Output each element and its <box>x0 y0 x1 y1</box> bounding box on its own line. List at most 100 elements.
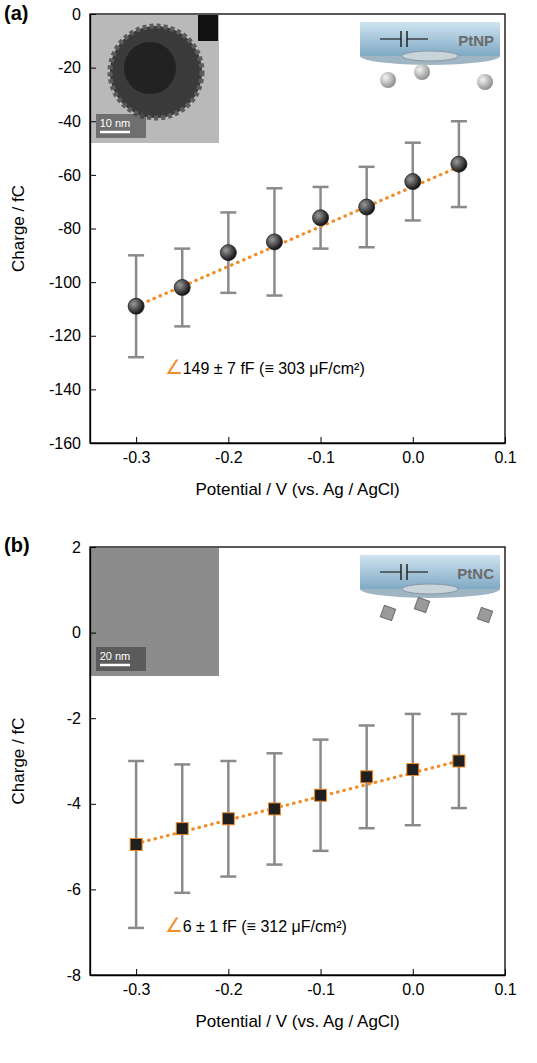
error-bar-cap <box>313 738 329 741</box>
x-tick-label: 0.0 <box>402 981 424 998</box>
data-point <box>176 823 188 835</box>
cube-icon <box>414 597 429 612</box>
capacitor-plate <box>400 564 402 580</box>
error-bar-cap <box>220 875 236 878</box>
data-point <box>222 813 234 825</box>
y-tick-mark <box>90 889 96 890</box>
capacitor-plate <box>406 564 408 580</box>
electrode-schematic <box>360 22 500 90</box>
error-bar <box>220 212 236 292</box>
y-tick-mark <box>90 547 96 548</box>
y-tick: -140 <box>49 381 96 398</box>
plot-marks <box>128 714 467 928</box>
error-bar-cap <box>359 827 375 830</box>
error-bar <box>313 187 329 249</box>
x-tick: 0.1 <box>494 969 516 998</box>
error-bar-cap <box>266 187 282 190</box>
annotation: ∠6 ± 1 fF (≡ 312 μF/cm²) <box>165 914 347 936</box>
error-bar-cap <box>174 325 190 328</box>
error-bar <box>405 143 421 221</box>
capacitor-plate <box>400 31 402 47</box>
y-tick-label: -140 <box>49 381 81 398</box>
data-point <box>266 234 282 250</box>
error-bar-cap <box>405 713 421 716</box>
data-point <box>453 755 465 767</box>
y-tick: -60 <box>58 166 96 183</box>
tem-particle <box>110 26 202 118</box>
error-bar-cap <box>220 211 236 214</box>
y-axis-title: Charge / fC <box>9 185 28 272</box>
data-point <box>407 764 419 776</box>
x-tick-mark <box>228 437 229 443</box>
x-tick: -0.2 <box>215 969 243 998</box>
x-tick-label: -0.2 <box>215 981 243 998</box>
panel-letter: (a) <box>4 2 28 24</box>
error-bar-cap <box>359 246 375 249</box>
x-tick-mark <box>505 437 506 443</box>
x-tick-label: 0.1 <box>494 449 516 466</box>
y-tick: -40 <box>58 113 96 130</box>
electrode-schematic <box>360 555 500 623</box>
x-tick-mark <box>413 969 414 975</box>
x-tick-mark <box>413 437 414 443</box>
x-tick-mark <box>321 969 322 975</box>
error-bar-cap <box>174 763 190 766</box>
panel-letter: (b) <box>4 534 30 556</box>
x-tick-label: -0.3 <box>123 449 151 466</box>
error-bar <box>266 188 282 295</box>
x-tick: -0.1 <box>307 969 335 998</box>
x-tick-mark <box>136 437 137 443</box>
error-bar <box>266 753 282 864</box>
scale-bar-label: 20 nm <box>100 650 131 662</box>
x-tick-label: 0.0 <box>402 449 424 466</box>
error-bar <box>220 761 236 877</box>
capacitor-wire <box>380 38 401 39</box>
tem-image <box>91 548 219 676</box>
scale-bar-label: 10 nm <box>100 117 131 129</box>
x-tick-label: 0.1 <box>494 981 516 998</box>
y-axis-line <box>90 548 91 976</box>
plot-frame <box>90 547 505 975</box>
data-point <box>128 298 144 314</box>
x-tick-label: -0.1 <box>307 981 335 998</box>
error-bar-cap <box>128 254 144 257</box>
tem-inset <box>91 548 219 676</box>
error-bar-cap <box>405 219 421 222</box>
data-point <box>313 210 329 226</box>
y-tick: 2 <box>72 539 96 556</box>
cube-icon <box>477 607 492 622</box>
y-tick-mark <box>90 804 96 805</box>
error-bar <box>128 255 144 357</box>
data-point <box>359 199 375 215</box>
tem-background <box>91 548 219 676</box>
y-tick: -160 <box>49 435 96 452</box>
plot-marks <box>128 121 467 357</box>
capacitor-wire <box>407 38 428 39</box>
error-bar-cap <box>128 927 144 930</box>
error-bar-cap <box>266 863 282 866</box>
error-bar <box>174 249 190 327</box>
data-point <box>361 771 373 783</box>
x-axis-title: Potential / V (vs. Ag / AgCl) <box>195 1012 399 1031</box>
error-bar <box>174 764 190 892</box>
capacitor-plate <box>406 31 408 47</box>
x-tick-label: -0.2 <box>215 449 243 466</box>
data-point <box>405 174 421 190</box>
y-tick-label: 0 <box>72 6 81 23</box>
y-tick-label: -6 <box>67 881 81 898</box>
y-tick: -120 <box>49 327 96 344</box>
error-bar-cap <box>313 186 329 189</box>
cube-icon <box>380 605 395 620</box>
y-tick-label: -80 <box>58 220 81 237</box>
figure: 10 nmPtNP-0.3-0.2-0.10.00.1-160-140-120-… <box>0 0 537 1063</box>
capacitor-wire <box>407 571 428 572</box>
y-tick-label: -100 <box>49 274 81 291</box>
x-tick-mark <box>228 969 229 975</box>
error-bar <box>359 167 375 247</box>
y-tick: 0 <box>72 6 96 23</box>
x-axis-title: Potential / V (vs. Ag / AgCl) <box>195 480 399 499</box>
error-bar <box>451 121 467 207</box>
y-tick-mark <box>90 718 96 719</box>
error-bar-cap <box>405 824 421 827</box>
x-axis: -0.3-0.2-0.10.00.1 <box>91 969 517 998</box>
